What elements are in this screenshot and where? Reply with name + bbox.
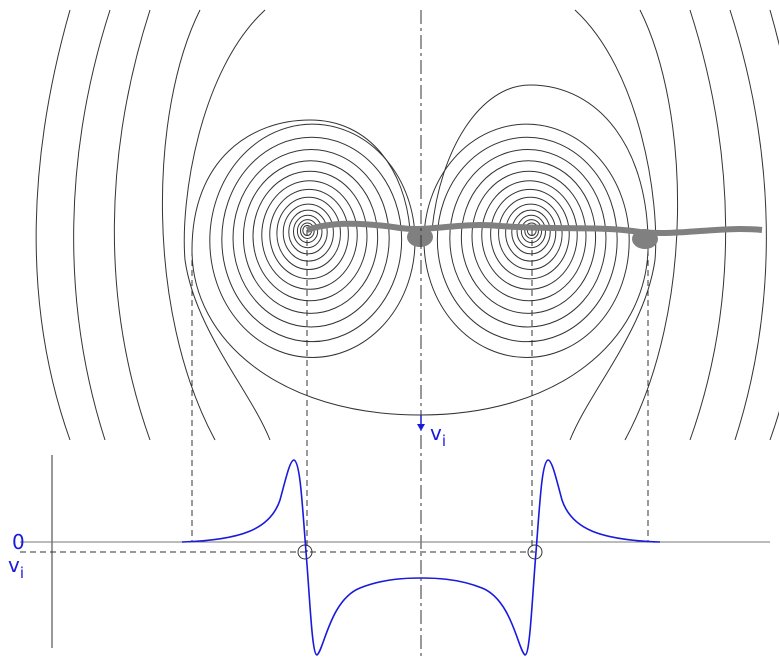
streamline [36, 10, 70, 440]
figure: vi 0 vi [0, 0, 779, 660]
axis-label: vi [8, 553, 24, 582]
wake [307, 224, 762, 233]
streamline [162, 10, 215, 440]
vortex-contour [506, 204, 556, 261]
streamline [730, 10, 766, 440]
label-subscript: i [442, 432, 446, 450]
streamline [192, 85, 648, 415]
streamline [690, 10, 726, 440]
vortex-contour [277, 197, 341, 269]
streamline [625, 10, 678, 440]
arrow-label: vi [430, 421, 446, 450]
streamlines [36, 10, 779, 440]
streamline [114, 10, 150, 440]
streamline [184, 10, 270, 440]
zero-label: 0 [12, 530, 25, 554]
vortex-contour [437, 137, 617, 341]
streamline [74, 10, 110, 440]
arrow-head [417, 424, 425, 431]
vortex-contour [270, 189, 349, 278]
wake-blob [632, 229, 658, 249]
vortex-contour [491, 189, 570, 278]
label-subscript: i [20, 564, 24, 582]
vortex-contour [499, 197, 563, 269]
streamline [770, 10, 779, 440]
wake-blob [407, 227, 433, 247]
vortex-contour [222, 137, 402, 341]
label-symbol: v [8, 553, 20, 577]
label-symbol: v [430, 421, 442, 445]
streamline [570, 10, 656, 440]
